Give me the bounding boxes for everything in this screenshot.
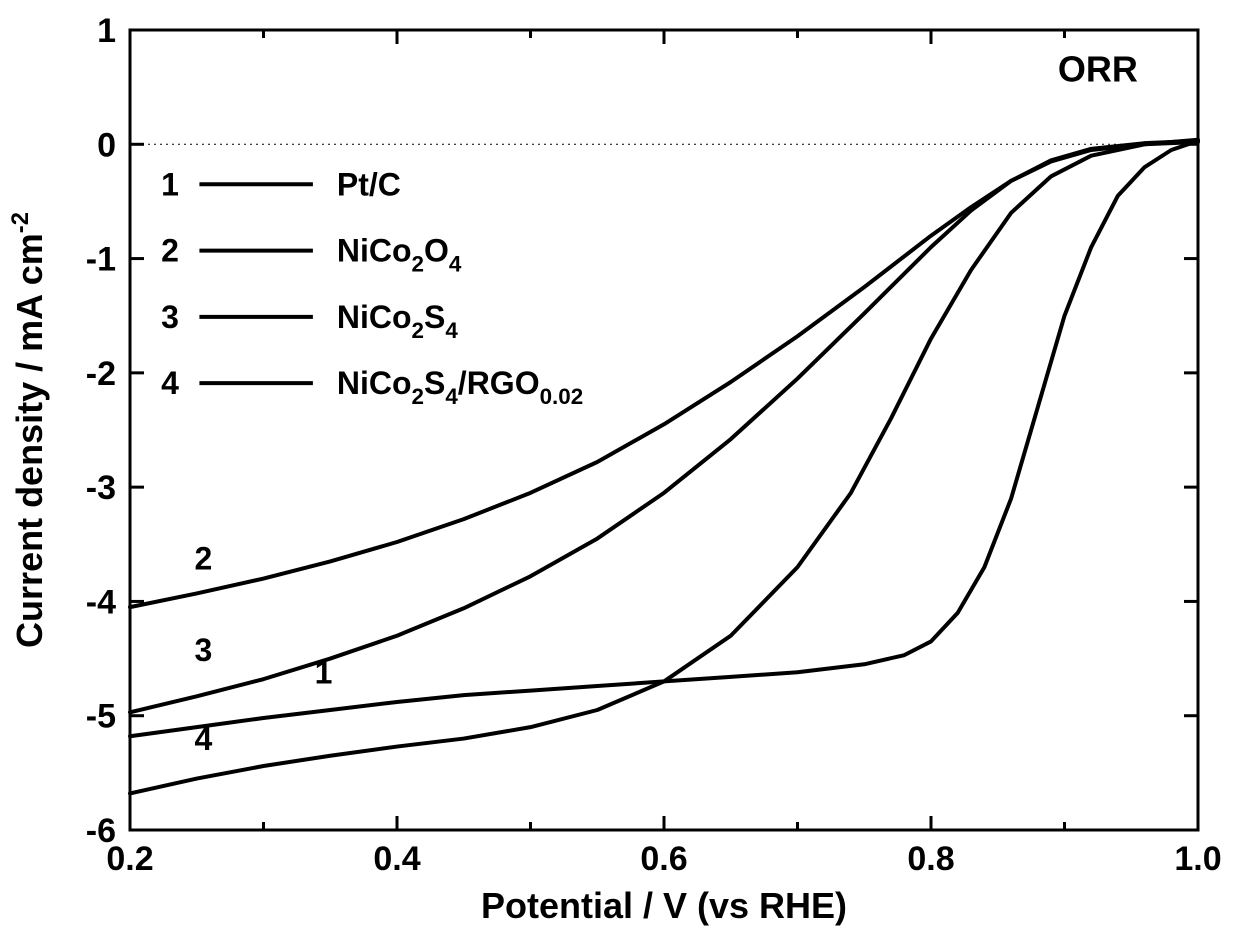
series-4	[130, 140, 1198, 794]
legend-num-3: 3	[161, 299, 179, 335]
curve-annot-2: 2	[195, 540, 213, 576]
legend-label-3: NiCo2S4	[337, 299, 458, 343]
orr-chart: 0.20.40.60.81.0-6-5-4-3-2-101Potential /…	[0, 0, 1240, 951]
y-tick-label: -5	[86, 698, 116, 736]
legend-label-4: NiCo2S4/RGO0.02	[337, 365, 583, 409]
y-tick-label: -6	[86, 812, 116, 850]
legend-label-1: Pt/C	[337, 166, 401, 202]
series-1	[130, 141, 1198, 736]
curve-annot-4: 4	[195, 721, 213, 757]
y-tick-label: -2	[86, 355, 116, 393]
y-tick-label: -1	[86, 241, 116, 279]
legend-label-2: NiCo2O4	[337, 233, 462, 277]
series-2	[130, 142, 1198, 607]
x-tick-label: 0.4	[373, 840, 420, 878]
y-tick-label: -4	[86, 583, 116, 621]
y-tick-label: 1	[97, 12, 116, 50]
orr-label: ORR	[1058, 48, 1138, 89]
y-tick-label: 0	[97, 126, 116, 164]
plot-border	[130, 30, 1198, 830]
x-tick-label: 0.6	[640, 840, 687, 878]
x-tick-label: 0.8	[907, 840, 954, 878]
x-tick-label: 1.0	[1174, 840, 1221, 878]
x-axis-label: Potential / V (vs RHE)	[481, 885, 847, 926]
legend-num-2: 2	[161, 233, 179, 269]
y-tick-label: -3	[86, 469, 116, 507]
curve-annot-3: 3	[195, 632, 213, 668]
curve-annot-1: 1	[315, 655, 333, 691]
chart-svg: 0.20.40.60.81.0-6-5-4-3-2-101Potential /…	[0, 0, 1240, 951]
legend-num-1: 1	[161, 166, 179, 202]
legend-num-4: 4	[161, 365, 179, 401]
y-axis-label: Current density / mA cm-2	[7, 212, 50, 648]
